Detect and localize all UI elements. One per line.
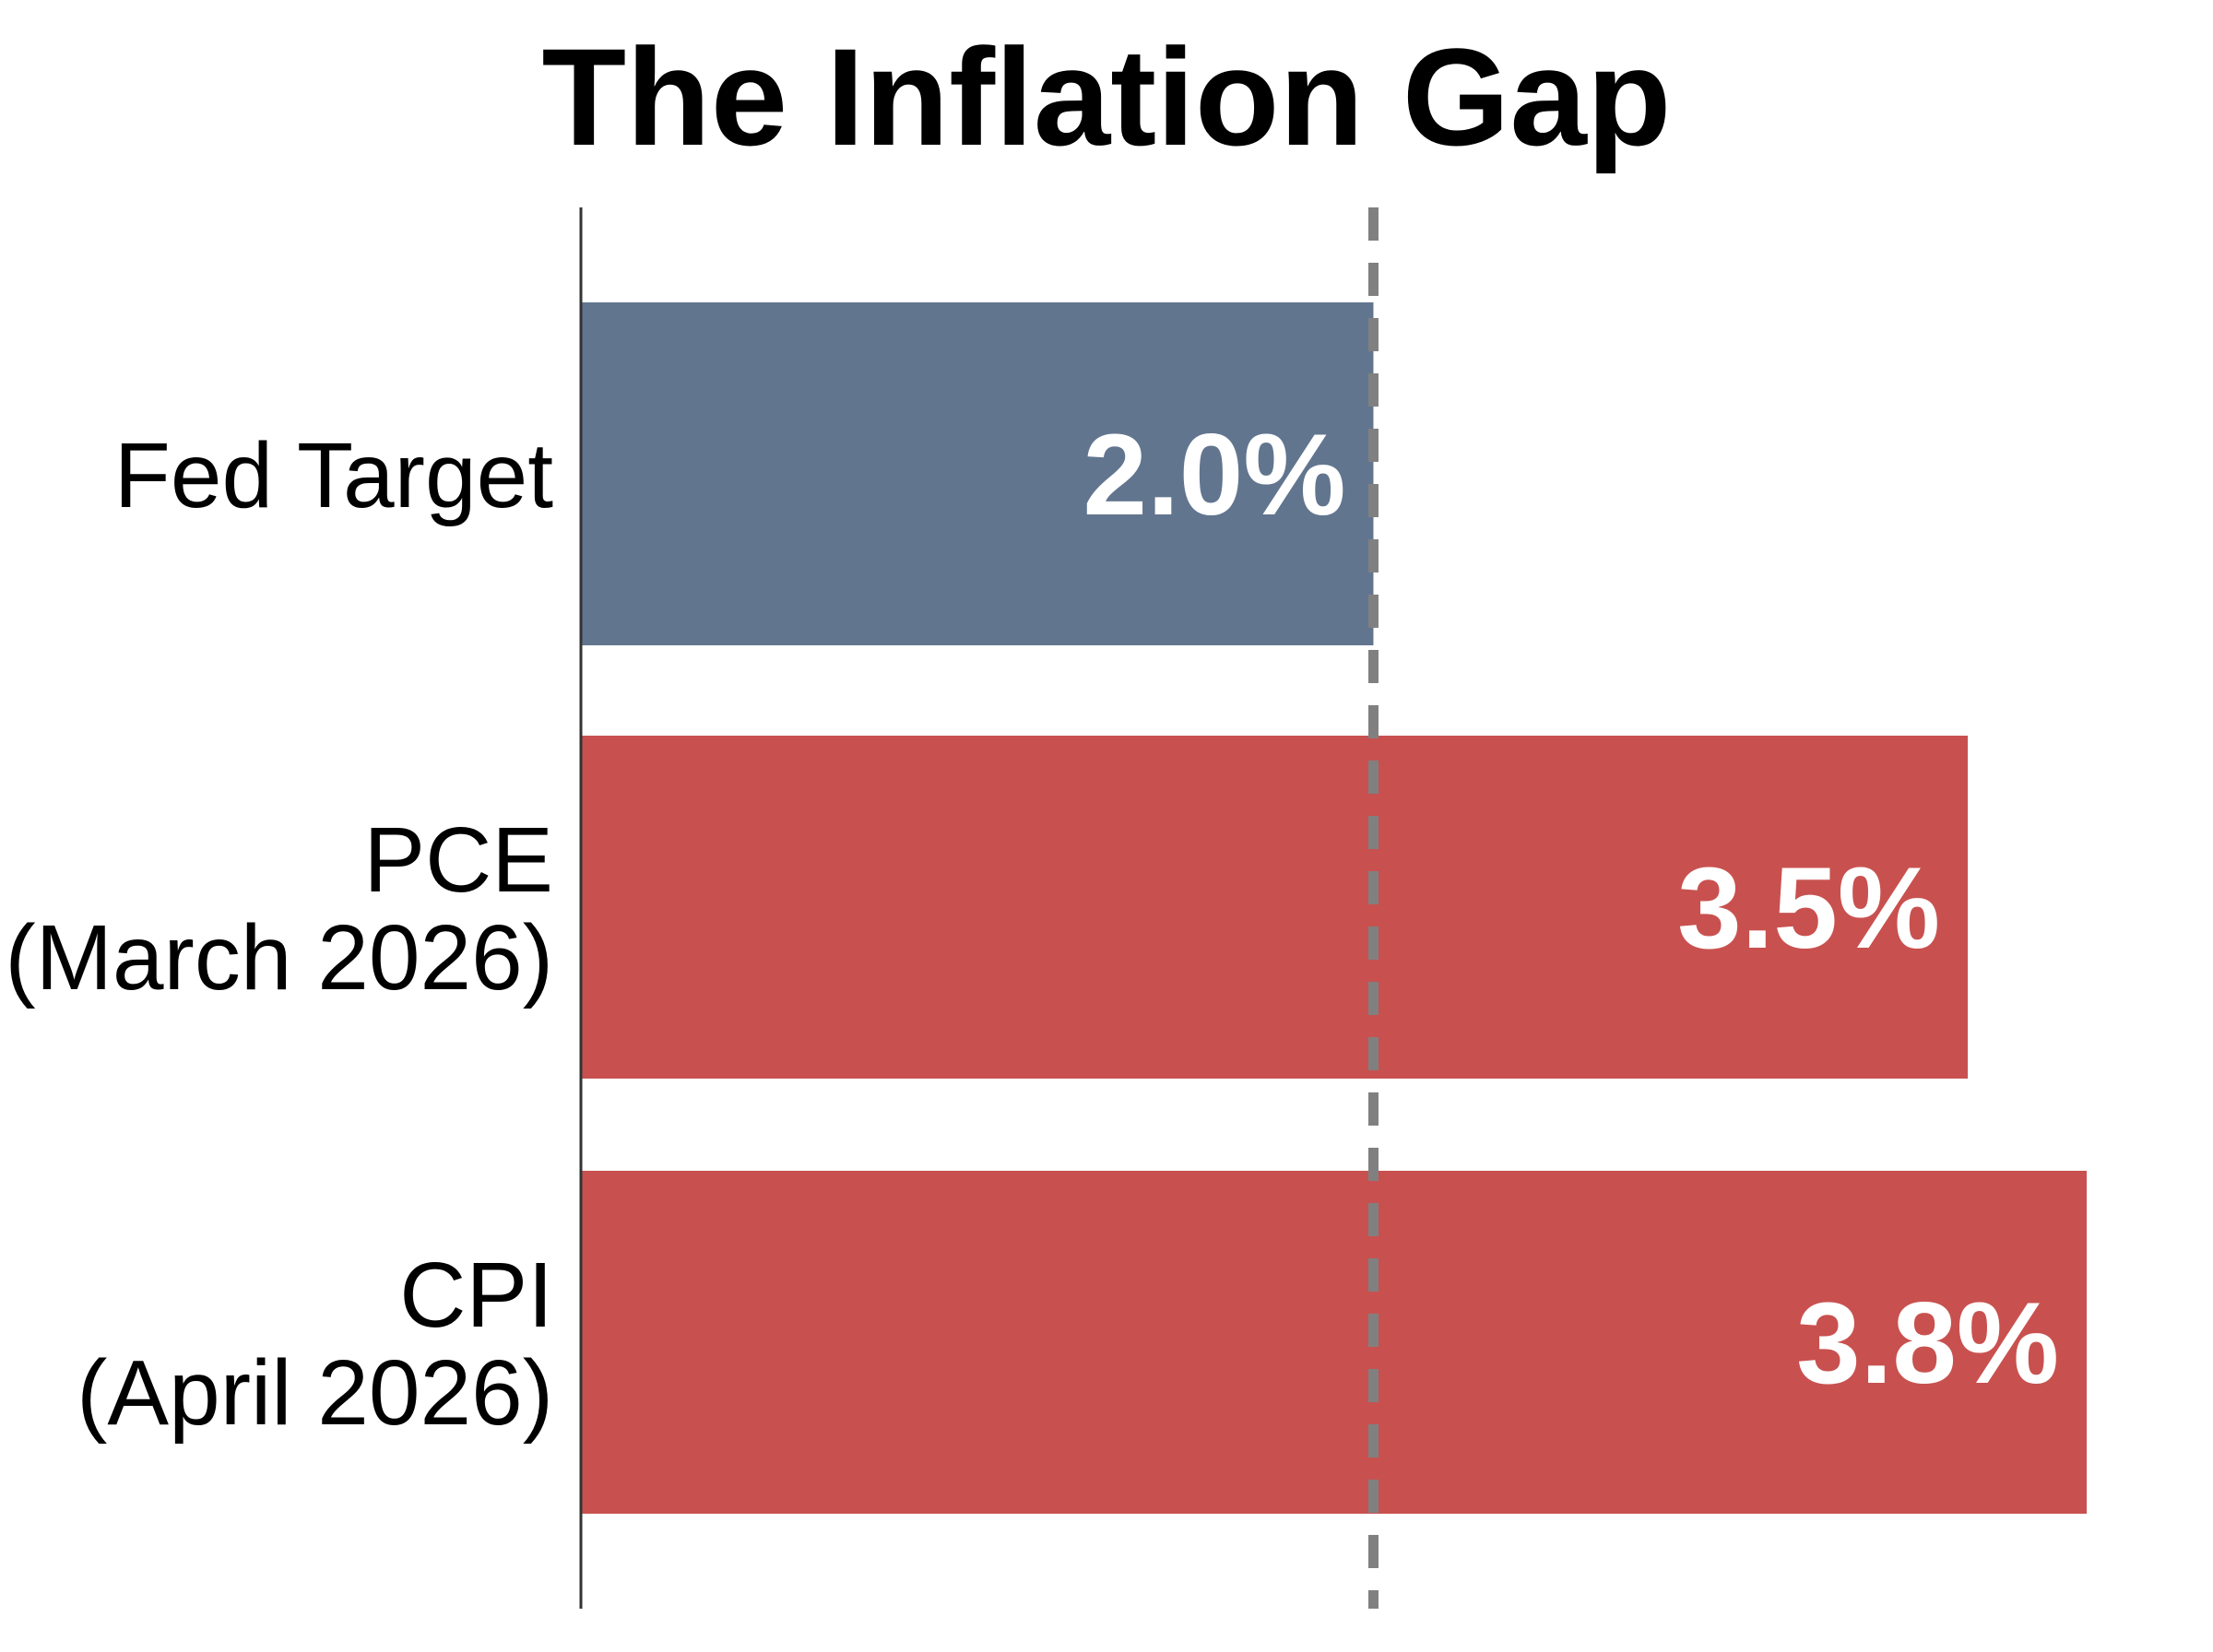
value-label-3: 3.8% [1796,1280,2059,1408]
chart-title: The Inflation Gap [541,19,1672,174]
value-label-2: 3.5% [1677,844,1940,973]
value-label-1: 2.0% [1083,411,1346,539]
category-label-3-line-1: CPI [399,1244,553,1347]
bars-layer [581,302,2087,1514]
category-label-1-line-1: Fed Target [114,424,553,527]
category-label-3-line-2: (April 2026) [77,1341,553,1445]
bar-1 [581,302,1374,645]
category-label-2-line-2: (March 2026) [5,906,553,1009]
labels-layer: 2.0% Fed Target 3.5% PCE(March 2026) 3.8% CPI… [5,411,2059,1445]
category-label-2-line-1: PCE [363,808,553,912]
bar-2 [581,736,1969,1079]
bar-3 [581,1171,2087,1514]
